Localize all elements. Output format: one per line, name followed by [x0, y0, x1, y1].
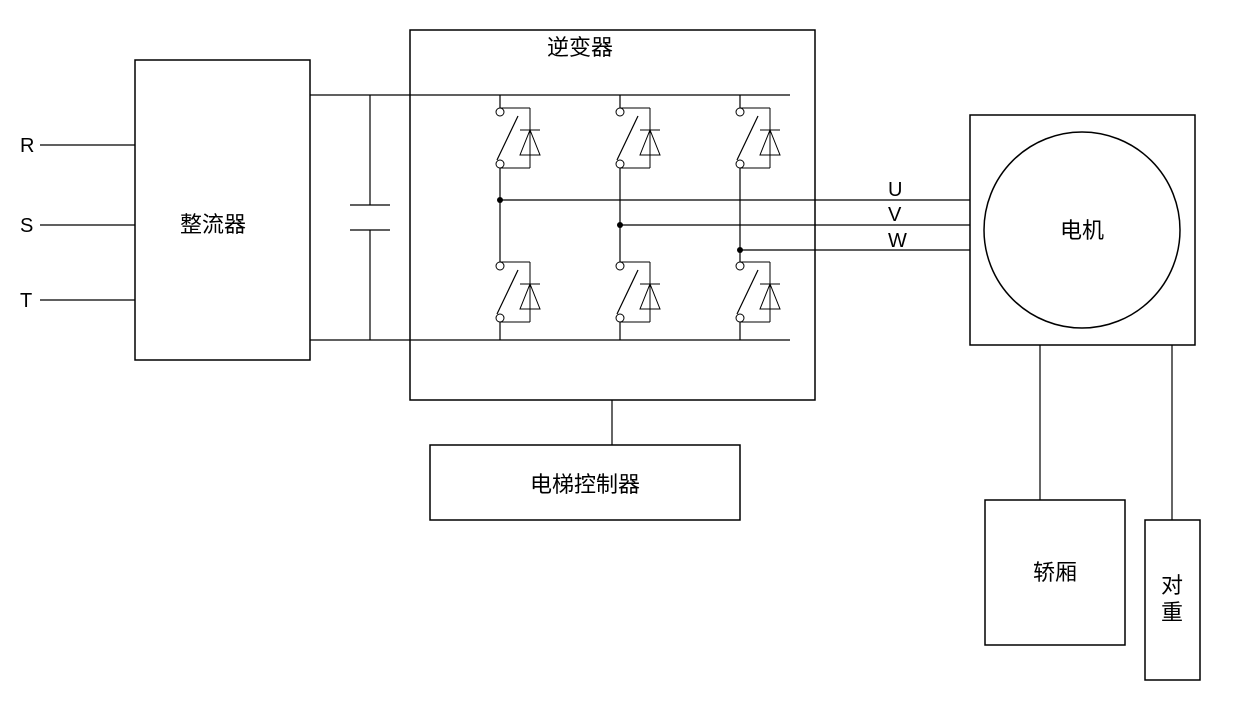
- motor-label: 电机: [1060, 218, 1104, 243]
- phase-label-w: W: [888, 230, 907, 252]
- rectifier-label: 整流器: [180, 212, 246, 237]
- phase-label-r: R: [20, 135, 34, 157]
- cw-label-2: 重: [1161, 600, 1183, 625]
- dc-link-capacitor: [350, 95, 390, 340]
- car-label: 轿厢: [1033, 560, 1077, 585]
- igbt-leg-2-upper: [616, 95, 660, 225]
- inverter-box: [410, 30, 815, 400]
- phase-label-t: T: [20, 290, 32, 312]
- phase-label-v: V: [888, 204, 902, 226]
- igbt-leg-2-lower: [616, 225, 660, 340]
- rectifier-box: [135, 60, 310, 360]
- igbt-leg-3-upper: [736, 95, 780, 250]
- phase-label-s: S: [20, 215, 33, 237]
- elevator-drive-diagram: R S T 整流器 逆变器: [0, 0, 1240, 705]
- igbt-leg-1-lower: [496, 200, 540, 340]
- inverter-label: 逆变器: [547, 35, 613, 60]
- igbt-leg-1-upper: [496, 95, 540, 200]
- igbt-leg-3-lower: [736, 250, 780, 340]
- phase-label-u: U: [888, 179, 902, 201]
- controller-label: 电梯控制器: [530, 472, 640, 497]
- cw-label-1: 对: [1161, 573, 1183, 598]
